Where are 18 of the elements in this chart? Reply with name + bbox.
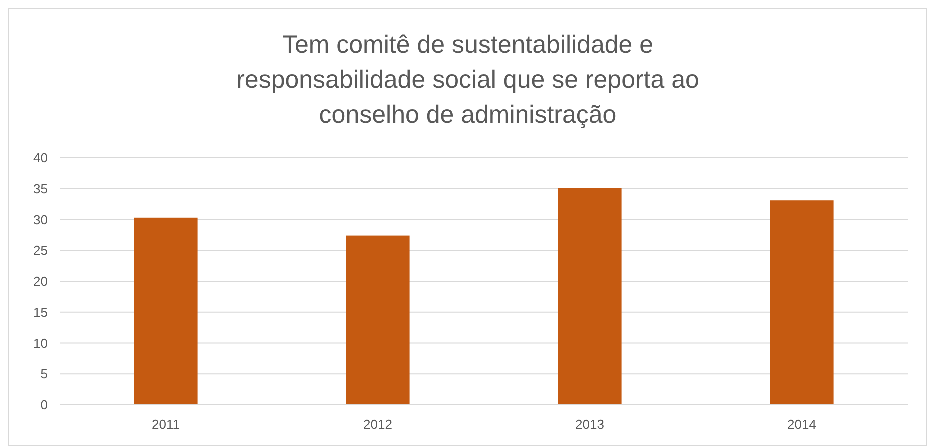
- chart-title: Tem comitê de sustentabilidade e responsabilidade social que se reporta ao conselho de administração: [236, 31, 700, 129]
- x-tick-label: 2012: [364, 417, 392, 432]
- y-tick-label: 35: [34, 181, 48, 196]
- x-tick-label: 2014: [788, 417, 816, 432]
- y-tick-label: 5: [40, 366, 48, 382]
- y-tick-label: 30: [34, 212, 48, 228]
- x-tick-label: 2011: [152, 417, 180, 432]
- y-tick-label: 10: [34, 336, 48, 351]
- bar: [770, 200, 834, 405]
- bar: [558, 188, 622, 405]
- y-tick-label: 0: [40, 398, 48, 413]
- bar: [346, 236, 410, 405]
- bar: [134, 218, 198, 405]
- y-tick-label: 20: [34, 274, 48, 290]
- y-tick-label: 25: [34, 243, 48, 258]
- y-tick-label: 15: [34, 304, 48, 320]
- y-tick-label: 40: [34, 150, 48, 166]
- x-tick-label: 2013: [576, 417, 604, 432]
